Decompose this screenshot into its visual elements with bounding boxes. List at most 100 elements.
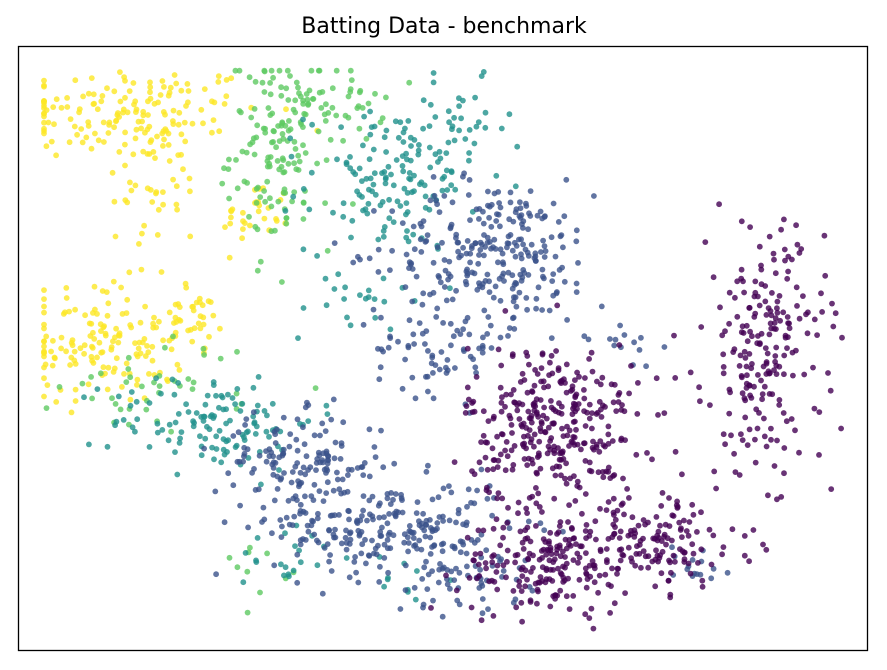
scatter-point bbox=[549, 370, 556, 377]
scatter-point bbox=[781, 352, 788, 359]
scatter-point bbox=[449, 126, 455, 133]
scatter-point bbox=[634, 543, 640, 550]
scatter-point bbox=[661, 531, 668, 538]
scatter-point bbox=[771, 320, 778, 326]
scatter-point bbox=[830, 323, 837, 330]
scatter-point bbox=[828, 486, 835, 492]
scatter-point bbox=[399, 220, 406, 227]
scatter-point bbox=[518, 251, 524, 258]
scatter-point bbox=[599, 374, 606, 381]
scatter-point bbox=[539, 351, 546, 358]
scatter-point bbox=[578, 446, 584, 453]
scatter-point bbox=[486, 489, 492, 496]
scatter-point bbox=[201, 445, 208, 452]
scatter-point bbox=[626, 495, 632, 501]
scatter-point bbox=[463, 519, 470, 526]
scatter-point bbox=[510, 387, 517, 393]
scatter-point bbox=[365, 287, 372, 294]
scatter-point bbox=[356, 192, 363, 198]
scatter-point bbox=[470, 398, 477, 405]
scatter-point bbox=[563, 460, 569, 467]
scatter-point bbox=[481, 307, 488, 314]
scatter-point bbox=[339, 476, 346, 483]
scatter-point bbox=[166, 337, 173, 344]
scatter-point bbox=[477, 239, 484, 246]
scatter-point bbox=[614, 565, 621, 572]
scatter-point bbox=[652, 583, 659, 590]
scatter-point bbox=[271, 562, 278, 569]
scatter-point bbox=[498, 399, 505, 406]
scatter-point bbox=[611, 342, 618, 349]
scatter-point bbox=[555, 365, 562, 371]
scatter-point bbox=[102, 370, 108, 377]
scatter-point bbox=[472, 94, 478, 101]
scatter-point bbox=[822, 272, 829, 279]
scatter-point bbox=[771, 367, 777, 373]
scatter-point bbox=[372, 314, 379, 321]
scatter-point bbox=[478, 439, 484, 445]
scatter-point bbox=[563, 176, 570, 183]
scatter-point bbox=[615, 392, 622, 398]
scatter-point bbox=[485, 188, 491, 195]
scatter-point bbox=[282, 564, 289, 571]
scatter-point bbox=[112, 401, 119, 407]
scatter-point bbox=[635, 380, 641, 386]
scatter-point bbox=[355, 527, 362, 534]
scatter-point bbox=[409, 266, 416, 272]
scatter-point bbox=[369, 188, 375, 195]
scatter-point bbox=[612, 516, 619, 523]
scatter-point bbox=[632, 530, 639, 537]
scatter-point bbox=[466, 157, 472, 164]
scatter-point bbox=[666, 523, 673, 529]
scatter-point bbox=[510, 462, 517, 468]
scatter-point bbox=[758, 262, 764, 269]
scatter-point bbox=[380, 233, 387, 240]
scatter-point bbox=[520, 241, 526, 248]
scatter-point bbox=[209, 444, 216, 451]
scatter-point bbox=[181, 119, 188, 126]
scatter-point bbox=[726, 410, 733, 417]
scatter-point bbox=[563, 361, 570, 368]
scatter-point bbox=[243, 416, 250, 422]
scatter-point bbox=[557, 587, 564, 594]
scatter-point bbox=[516, 289, 523, 296]
scatter-point bbox=[41, 113, 47, 120]
scatter-point bbox=[289, 198, 295, 205]
scatter-point bbox=[58, 345, 64, 352]
scatter-point bbox=[494, 433, 500, 440]
scatter-point bbox=[719, 551, 725, 558]
scatter-point bbox=[538, 420, 545, 427]
scatter-point bbox=[89, 395, 95, 402]
scatter-point bbox=[384, 495, 391, 502]
scatter-point bbox=[242, 422, 249, 428]
scatter-point bbox=[108, 346, 115, 353]
scatter-point bbox=[573, 541, 579, 547]
scatter-point bbox=[532, 253, 539, 260]
scatter-point bbox=[443, 150, 450, 157]
scatter-point bbox=[259, 519, 265, 525]
scatter-point bbox=[319, 420, 326, 427]
scatter-point bbox=[731, 450, 737, 457]
scatter-point bbox=[591, 193, 597, 199]
scatter-point bbox=[464, 314, 471, 321]
scatter-point bbox=[52, 355, 58, 362]
scatter-point bbox=[414, 499, 421, 505]
scatter-point bbox=[258, 481, 264, 488]
scatter-point bbox=[776, 293, 783, 299]
scatter-point bbox=[397, 119, 404, 126]
scatter-point bbox=[519, 573, 526, 579]
scatter-point bbox=[540, 273, 546, 280]
scatter-point bbox=[697, 571, 704, 578]
scatter-point bbox=[332, 534, 339, 541]
scatter-point bbox=[72, 306, 78, 313]
scatter-point bbox=[308, 169, 315, 176]
scatter-point bbox=[556, 400, 562, 407]
scatter-point bbox=[127, 374, 134, 381]
scatter-point bbox=[586, 459, 593, 466]
scatter-point bbox=[761, 415, 767, 422]
scatter-point bbox=[403, 200, 410, 207]
scatter-point bbox=[228, 214, 234, 221]
scatter-point bbox=[491, 413, 497, 420]
scatter-point bbox=[80, 93, 86, 100]
